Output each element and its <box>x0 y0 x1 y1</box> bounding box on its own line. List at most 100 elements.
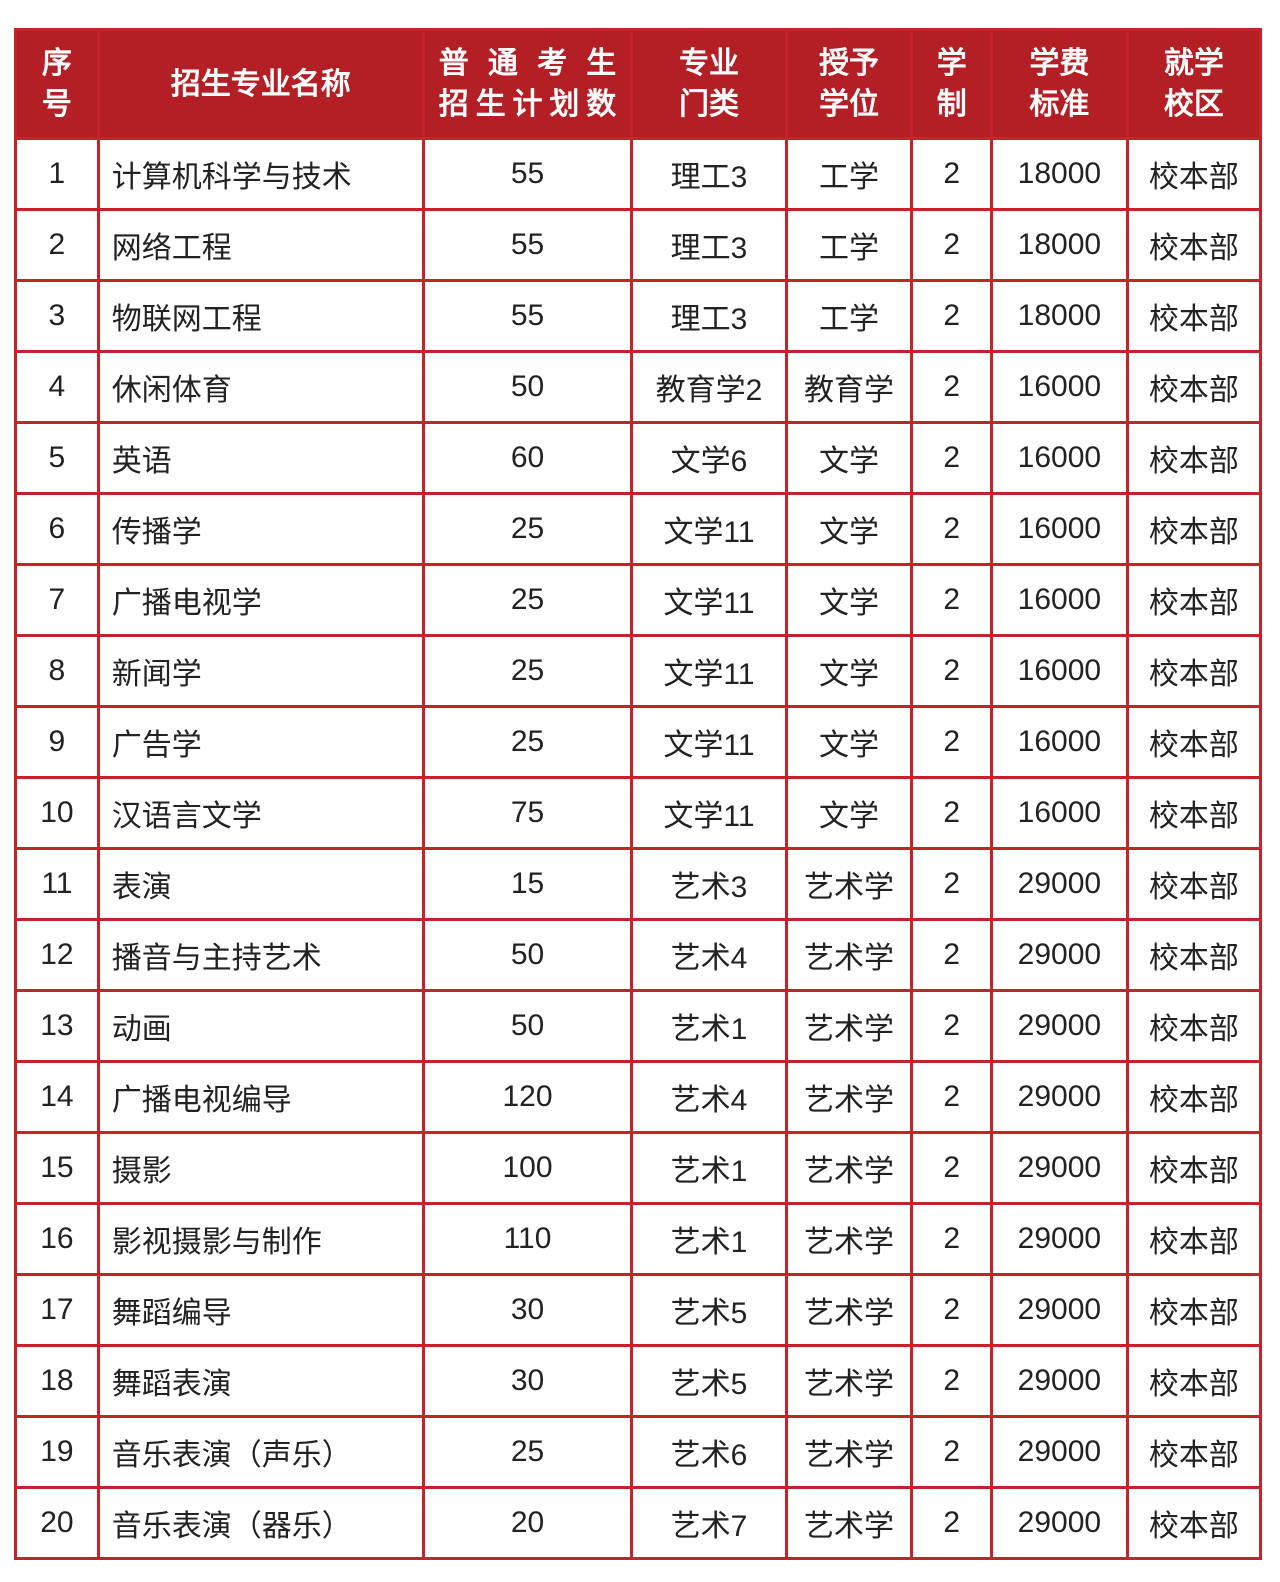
campus-cell: 校本部 <box>1125 279 1263 353</box>
tuition-cell: 16000 <box>990 705 1129 779</box>
campus-cell: 校本部 <box>1125 918 1263 992</box>
table-row: 10 汉语言文学 75 文学11 文学 2 16000 校本部 <box>14 776 1263 850</box>
plan-cell: 100 <box>421 1131 634 1205</box>
table-body: 1 计算机科学与技术 55 理工3 工学 2 18000 校本部 2 网络工程 55 理工3 工学 2 18… <box>14 137 1263 1560</box>
plan-cell: 25 <box>421 705 634 779</box>
no-cell: 19 <box>14 1415 100 1489</box>
table-row: 3 物联网工程 55 理工3 工学 2 18000 校本部 <box>14 279 1263 353</box>
table-row: 5 英语 60 文学6 文学 2 16000 校本部 <box>14 421 1263 495</box>
plan-cell: 50 <box>421 350 634 424</box>
table-row: 19 音乐表演（声乐） 25 艺术6 艺术学 2 29000 校本部 <box>14 1415 1263 1489</box>
years-cell: 2 <box>910 1060 994 1134</box>
years-cell: 2 <box>910 350 994 424</box>
category-cell: 文学11 <box>630 776 788 850</box>
no-cell: 18 <box>14 1344 100 1418</box>
tuition-cell: 16000 <box>990 563 1129 637</box>
table-row: 7 广播电视学 25 文学11 文学 2 16000 校本部 <box>14 563 1263 637</box>
degree-cell: 艺术学 <box>784 1273 914 1347</box>
header-line: 学 <box>936 47 967 80</box>
table-row: 2 网络工程 55 理工3 工学 2 18000 校本部 <box>14 208 1263 282</box>
tuition-cell: 18000 <box>990 208 1129 282</box>
category-cell: 教育学2 <box>630 350 788 424</box>
header-years: 学制 <box>910 28 994 140</box>
degree-cell: 文学 <box>784 776 914 850</box>
degree-cell: 艺术学 <box>784 1344 914 1418</box>
header-plan: 普通考生 招生计划数 <box>421 28 634 140</box>
plan-cell: 20 <box>421 1486 634 1560</box>
campus-cell: 校本部 <box>1125 1060 1263 1134</box>
category-cell: 艺术1 <box>630 989 788 1063</box>
table-row: 12 播音与主持艺术 50 艺术4 艺术学 2 29000 校本部 <box>14 918 1263 992</box>
degree-cell: 工学 <box>784 279 914 353</box>
tuition-cell: 29000 <box>990 1273 1129 1347</box>
plan-cell: 30 <box>421 1344 634 1418</box>
years-cell: 2 <box>910 279 994 353</box>
major-cell: 音乐表演（器乐） <box>96 1486 425 1560</box>
tuition-cell: 18000 <box>990 137 1129 211</box>
degree-cell: 艺术学 <box>784 989 914 1063</box>
campus-cell: 校本部 <box>1125 776 1263 850</box>
major-cell: 传播学 <box>96 492 425 566</box>
header-line: 门类 <box>678 88 739 121</box>
plan-cell: 55 <box>421 137 634 211</box>
header-line: 校区 <box>1163 88 1224 121</box>
degree-cell: 艺术学 <box>784 1060 914 1134</box>
plan-cell: 120 <box>421 1060 634 1134</box>
major-cell: 英语 <box>96 421 425 495</box>
major-cell: 舞蹈编导 <box>96 1273 425 1347</box>
header-line: 学费 <box>1029 47 1090 80</box>
table-row: 15 摄影 100 艺术1 艺术学 2 29000 校本部 <box>14 1131 1263 1205</box>
years-cell: 2 <box>910 421 994 495</box>
major-cell: 汉语言文学 <box>96 776 425 850</box>
campus-cell: 校本部 <box>1125 1131 1263 1205</box>
plan-cell: 55 <box>421 279 634 353</box>
plan-cell: 25 <box>421 1415 634 1489</box>
table-row: 9 广告学 25 文学11 文学 2 16000 校本部 <box>14 705 1263 779</box>
major-cell: 新闻学 <box>96 634 425 708</box>
header-line: 序 <box>41 47 72 80</box>
tuition-cell: 16000 <box>990 776 1129 850</box>
years-cell: 2 <box>910 137 994 211</box>
years-cell: 2 <box>910 705 994 779</box>
header-category: 专业 门类 <box>630 28 788 140</box>
tuition-cell: 29000 <box>990 1415 1129 1489</box>
tuition-cell: 29000 <box>990 918 1129 992</box>
category-cell: 艺术5 <box>630 1273 788 1347</box>
degree-cell: 文学 <box>784 492 914 566</box>
plan-cell: 15 <box>421 847 634 921</box>
table-row: 16 影视摄影与制作 110 艺术1 艺术学 2 29000 校本部 <box>14 1202 1263 1276</box>
no-cell: 13 <box>14 989 100 1063</box>
header-line: 制 <box>936 88 967 121</box>
no-cell: 20 <box>14 1486 100 1560</box>
no-cell: 10 <box>14 776 100 850</box>
campus-cell: 校本部 <box>1125 137 1263 211</box>
header-line: 授予 <box>819 47 879 80</box>
campus-cell: 校本部 <box>1125 1486 1263 1560</box>
table-row: 17 舞蹈编导 30 艺术5 艺术学 2 29000 校本部 <box>14 1273 1263 1347</box>
major-cell: 网络工程 <box>96 208 425 282</box>
header-row: 序号招生专业名称 普通考生 招生计划数 专业 门类 授予 学位学制学费 标准 就学 校区 <box>14 28 1263 140</box>
tuition-cell: 16000 <box>990 492 1129 566</box>
plan-cell: 25 <box>421 634 634 708</box>
no-cell: 7 <box>14 563 100 637</box>
campus-cell: 校本部 <box>1125 1415 1263 1489</box>
category-cell: 艺术1 <box>630 1131 788 1205</box>
years-cell: 2 <box>910 1486 994 1560</box>
no-cell: 8 <box>14 634 100 708</box>
no-cell: 12 <box>14 918 100 992</box>
no-cell: 4 <box>14 350 100 424</box>
major-cell: 舞蹈表演 <box>96 1344 425 1418</box>
header-campus: 就学 校区 <box>1125 28 1263 140</box>
header-line: 就学 <box>1163 47 1224 80</box>
table-row: 6 传播学 25 文学11 文学 2 16000 校本部 <box>14 492 1263 566</box>
no-cell: 1 <box>14 137 100 211</box>
years-cell: 2 <box>910 1344 994 1418</box>
major-cell: 动画 <box>96 989 425 1063</box>
table-row: 20 音乐表演（器乐） 20 艺术7 艺术学 2 29000 校本部 <box>14 1486 1263 1560</box>
category-cell: 艺术1 <box>630 1202 788 1276</box>
tuition-cell: 18000 <box>990 279 1129 353</box>
header-line: 招生计划数 <box>438 88 617 121</box>
table-row: 14 广播电视编导 120 艺术4 艺术学 2 29000 校本部 <box>14 1060 1263 1134</box>
category-cell: 理工3 <box>630 208 788 282</box>
header-line: 专业 <box>678 47 739 80</box>
